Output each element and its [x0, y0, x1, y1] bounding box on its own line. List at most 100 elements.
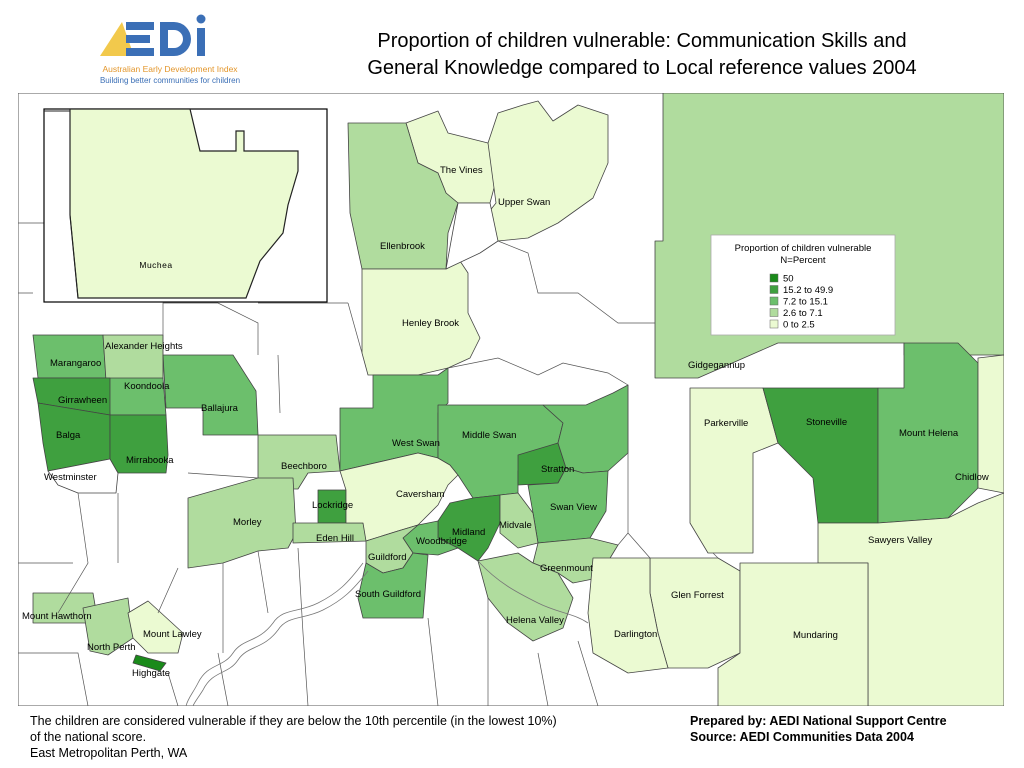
label-alexander-heights: Alexander Heights: [105, 341, 183, 352]
legend-label: 50: [783, 274, 794, 285]
logo-letter-i-dot: [196, 14, 206, 24]
label-mirrabooka: Mirrabooka: [126, 455, 174, 466]
region-morley: [187, 477, 297, 569]
legend-label: 2.6 to 7.1: [783, 308, 823, 319]
region-ballajura: [162, 354, 259, 436]
footnote-line-1: The children are considered vulnerable i…: [30, 714, 557, 728]
label-mount-hawthorn: Mount Hawthorn: [22, 611, 92, 622]
region-north-perth: [82, 597, 134, 656]
title-line-1: Proportion of children vulnerable: Commu…: [377, 30, 907, 52]
label-darlington: Darlington: [614, 629, 657, 640]
prepared-by: Prepared by: AEDI National Support Centr…: [690, 714, 947, 728]
legend-label: 7.2 to 15.1: [783, 297, 828, 308]
inset-boundary: [44, 110, 79, 299]
legend-swatch: [769, 296, 779, 306]
legend-subtitle: N=Percent: [780, 255, 826, 266]
label-gidgegannup: Gidgegannup: [688, 360, 745, 371]
label-highgate: Highgate: [132, 668, 170, 679]
label-koondoola: Koondoola: [124, 381, 170, 392]
label-stoneville: Stoneville: [806, 417, 847, 428]
swan-river: [185, 562, 364, 706]
inset-map: Muchea: [43, 108, 328, 303]
logo-letter-i: [197, 28, 205, 56]
label-parkerville: Parkerville: [704, 418, 748, 429]
label-north-perth: North Perth: [87, 642, 136, 653]
label-midvale: Midvale: [499, 520, 532, 531]
label-middle-swan: Middle Swan: [462, 430, 516, 441]
label-chidlow: Chidlow: [955, 472, 989, 483]
label-lockridge: Lockridge: [312, 500, 353, 511]
label-henley-brook: Henley Brook: [402, 318, 459, 329]
label-mount-lawley: Mount Lawley: [143, 629, 202, 640]
label-morley: Morley: [233, 517, 262, 528]
choropleth-map: Muchea Proportion of children vulnerable…: [18, 93, 1004, 706]
label-the-vines: The Vines: [440, 165, 483, 176]
label-helena-valley: Helena Valley: [506, 615, 564, 626]
logo-bar-mid: [126, 35, 150, 43]
region-chidlow: [977, 354, 1004, 494]
label-stratton: Stratton: [541, 464, 574, 475]
footnote-line-2: of the national score.: [30, 730, 147, 744]
boundary-line: [57, 492, 179, 614]
swan-river-bank: [192, 570, 369, 706]
logo-bar-bottom: [126, 48, 154, 56]
suburb-labels: The Vines Upper Swan Ellenbrook Henley B…: [22, 165, 989, 679]
label-westminster: Westminster: [44, 472, 97, 483]
region-muchea: [69, 108, 299, 299]
boundary-line: [617, 385, 719, 559]
label-mundaring: Mundaring: [793, 630, 838, 641]
map-legend: Proportion of children vulnerable N=Perc…: [710, 234, 896, 336]
label-sawyers-valley: Sawyers Valley: [868, 535, 932, 546]
label-girrawheen: Girrawheen: [58, 395, 107, 406]
legend-label: 15.2 to 49.9: [783, 285, 833, 296]
legend-title: Proportion of children vulnerable: [735, 243, 872, 254]
aedi-logo: Australian Early Development Index Build…: [70, 8, 270, 92]
label-greenmount: Greenmount: [540, 563, 593, 574]
legend-label: 0 to 2.5: [783, 320, 815, 331]
boundary-line: [18, 222, 259, 355]
region-marangaroo: [32, 334, 107, 379]
boundary-line: [18, 562, 229, 706]
logo-tagline: Building better communities for children: [100, 76, 240, 85]
label-ballajura: Ballajura: [201, 403, 239, 414]
label-ellenbrook: Ellenbrook: [380, 241, 425, 252]
logo-org-line: Australian Early Development Index: [102, 64, 238, 74]
label-swan-view: Swan View: [550, 502, 597, 513]
label-marangaroo: Marangaroo: [50, 358, 101, 369]
region-westminster: [47, 458, 119, 494]
region-highgate: [132, 654, 167, 672]
label-guildford: Guildford: [368, 552, 407, 563]
legend-swatch: [769, 285, 779, 294]
footnote: The children are considered vulnerable i…: [30, 713, 650, 761]
label-woodbridge: Woodbridge: [416, 536, 467, 547]
label-midland: Midland: [452, 527, 485, 538]
label-balga: Balga: [56, 430, 81, 441]
label-glen-forrest: Glen Forrest: [671, 590, 724, 601]
logo-yellow-triangle: [100, 22, 134, 56]
label-south-guildford: South Guildford: [355, 589, 421, 600]
legend-box: [710, 234, 896, 336]
boundary-line: [427, 598, 599, 706]
label-muchea: Muchea: [139, 260, 172, 270]
data-source: Source: AEDI Communities Data 2004: [690, 730, 914, 744]
logo-bar-top: [126, 22, 154, 30]
region-south-guildford: [357, 552, 429, 619]
title-line-2: General Knowledge compared to Local refe…: [367, 57, 917, 79]
legend-swatch: [769, 319, 779, 329]
logo-letter-d: [160, 22, 191, 56]
region-darlington: [587, 557, 669, 674]
region-blank-north: [445, 202, 499, 270]
region-mount-lawley: [127, 600, 184, 654]
helena-river: [477, 560, 589, 624]
legend-swatch: [769, 308, 779, 317]
boundary-line: [347, 302, 629, 386]
footnote-line-3: East Metropolitan Perth, WA: [30, 746, 188, 760]
region-mundaring: [717, 562, 869, 706]
credits: Prepared by: AEDI National Support Centr…: [690, 713, 1010, 745]
legend-swatch: [769, 273, 779, 283]
label-eden-hill: Eden Hill: [316, 533, 354, 544]
label-beechboro: Beechboro: [281, 461, 327, 472]
label-caversham: Caversham: [396, 489, 445, 500]
label-upper-swan: Upper Swan: [498, 197, 550, 208]
